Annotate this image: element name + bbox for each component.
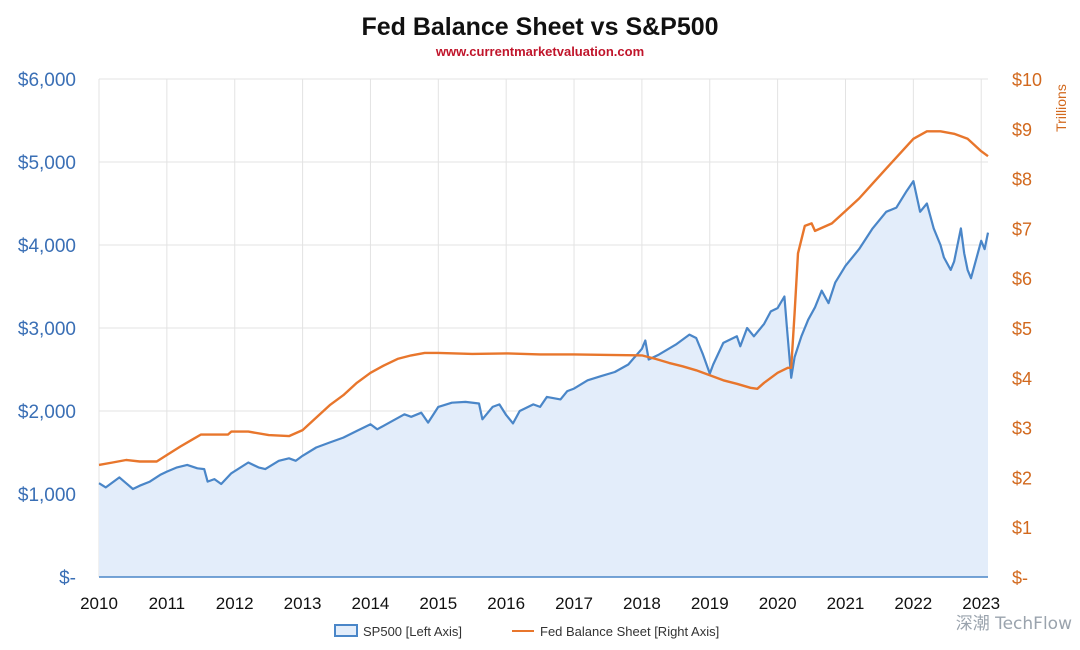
right-y-tick-label-2: $2: [1012, 468, 1032, 488]
right-y-tick-label-1: $1: [1012, 518, 1032, 538]
left-y-tick-label-3: $3,000: [18, 319, 76, 340]
legend-label-sp500: SP500 [Left Axis]: [363, 624, 462, 639]
x-tick-label-10: 2020: [759, 594, 797, 613]
x-tick-label-0: 2010: [80, 594, 118, 613]
left-y-tick-label-5: $5,000: [18, 153, 76, 174]
watermark: 深潮 TechFlow: [956, 614, 1072, 634]
right-y-tick-label-10: $10: [1012, 70, 1042, 90]
legend-label-fed: Fed Balance Sheet [Right Axis]: [540, 624, 719, 639]
left-y-tick-label-1: $1,000: [18, 485, 76, 506]
x-tick-label-6: 2016: [487, 594, 525, 613]
x-tick-label-3: 2013: [284, 594, 322, 613]
right-y-tick-label-7: $7: [1012, 219, 1032, 239]
right-axis-title: Trillions: [1053, 84, 1069, 132]
sp500-area-fill: [99, 181, 988, 577]
right-y-tick-label-0: $-: [1012, 568, 1028, 588]
legend-swatch-sp500: [334, 624, 358, 637]
x-tick-label-1: 2011: [149, 594, 186, 613]
chart-subtitle: www.currentmarketvaluation.com: [435, 44, 644, 59]
x-tick-label-12: 2022: [894, 594, 932, 613]
left-y-tick-label-2: $2,000: [18, 402, 76, 423]
x-tick-label-13: 2023: [962, 594, 1000, 613]
x-tick-label-11: 2021: [827, 594, 865, 613]
x-tick-label-5: 2015: [419, 594, 457, 613]
x-tick-label-8: 2018: [623, 594, 661, 613]
right-y-tick-label-4: $4: [1012, 369, 1032, 389]
right-y-tick-label-5: $5: [1012, 319, 1032, 339]
fed-balance-sheet-series-line: [98, 130, 989, 467]
x-tick-label-9: 2019: [691, 594, 729, 613]
right-y-tick-label-9: $9: [1012, 120, 1032, 140]
left-y-tick-label-6: $6,000: [18, 70, 76, 91]
left-y-tick-label-0: $-: [59, 568, 76, 589]
x-tick-label-2: 2012: [216, 594, 254, 613]
plot-area: [98, 130, 990, 577]
axes: $- $1,000 $2,000 $3,000 $4,000 $5,000 $6,000 $-…: [18, 70, 1042, 613]
left-y-tick-label-4: $4,000: [18, 236, 76, 257]
chart-title: Fed Balance Sheet vs S&P500: [361, 13, 718, 41]
x-tick-label-7: 2017: [555, 594, 593, 613]
sp500-series-line: [98, 180, 990, 491]
x-tick-label-4: 2014: [352, 594, 390, 613]
right-y-tick-label-3: $3: [1012, 419, 1032, 439]
legend: SP500 [Left Axis] Fed Balance Sheet [Rig…: [334, 624, 719, 639]
right-y-tick-label-6: $6: [1012, 269, 1032, 289]
right-y-tick-label-8: $8: [1012, 170, 1032, 190]
